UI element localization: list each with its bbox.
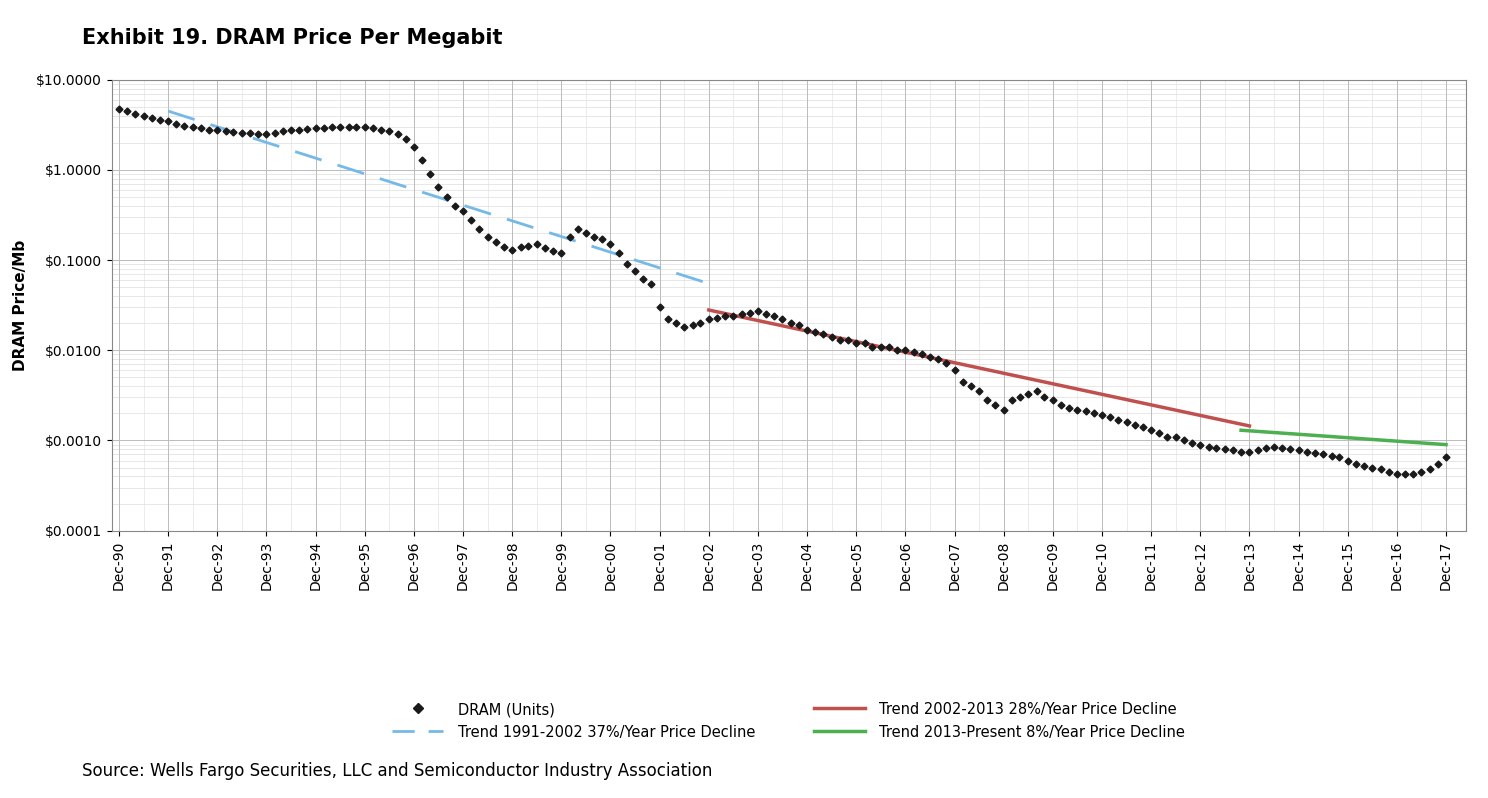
Legend: DRAM (Units), Trend 1991-2002 37%/Year Price Decline, Trend 2002-2013 28%/Year P: DRAM (Units), Trend 1991-2002 37%/Year P… xyxy=(393,701,1184,740)
Text: Source: Wells Fargo Securities, LLC and Semiconductor Industry Association: Source: Wells Fargo Securities, LLC and … xyxy=(82,762,713,780)
Text: Exhibit 19. DRAM Price Per Megabit: Exhibit 19. DRAM Price Per Megabit xyxy=(82,28,503,48)
Y-axis label: DRAM Price/Mb: DRAM Price/Mb xyxy=(13,239,28,371)
